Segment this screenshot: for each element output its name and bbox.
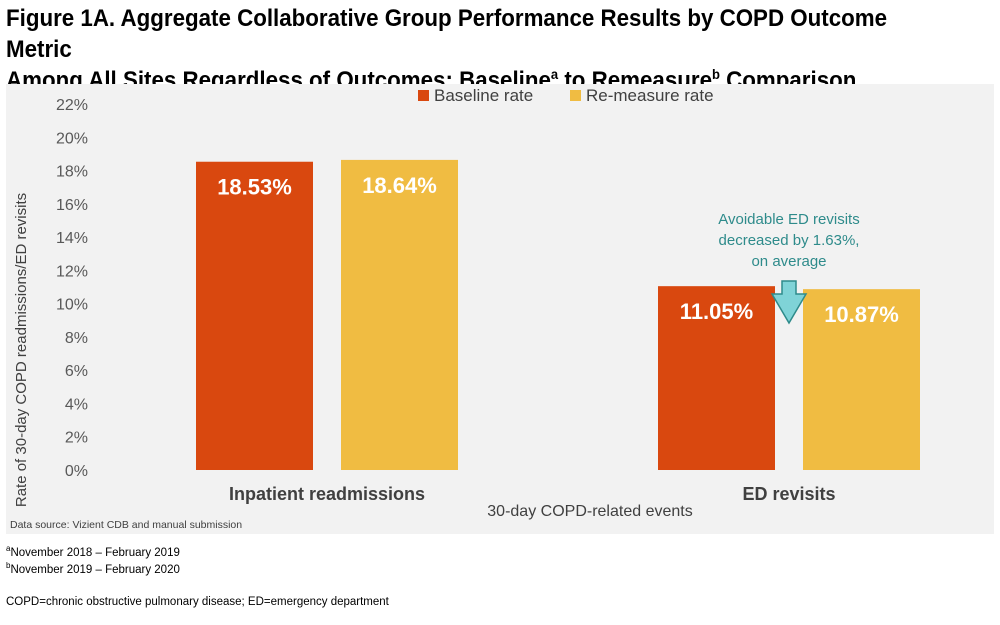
title-superscript-a: a [550,66,559,82]
figure-title: Figure 1A. Aggregate Collaborative Group… [6,3,927,96]
y-tick-label: 10% [56,297,88,314]
annotation-line: on average [751,253,826,270]
y-tick-label: 6% [65,363,88,380]
bar-remeasure-0 [341,159,458,470]
footnote-b-marker: b [6,561,11,570]
bar-baseline-1 [658,286,775,470]
y-tick-label: 2% [65,430,88,447]
data-label: 10.87% [824,302,899,327]
figure-title-line1: Figure 1A. Aggregate Collaborative Group… [6,5,888,63]
legend-label: Baseline rate [434,86,533,105]
legend-label: Re-measure rate [586,86,714,105]
y-tick-label: 12% [56,263,88,280]
footnote-a-marker: a [6,544,11,553]
y-tick-label: 0% [65,463,88,480]
data-label: 18.53% [217,175,292,200]
chart-panel: 0% 2% 4% 6% 8% 10% 12% 14% 16% 18% 20% 22% 18.53% 18… [6,84,994,534]
legend-swatch [570,90,581,101]
bar-remeasure-1 [803,289,920,470]
y-tick-label: 22% [56,97,88,114]
y-tick-label: 4% [65,396,88,413]
data-label: 11.05% [680,299,753,324]
bars [196,159,920,470]
down-arrow-icon [770,280,808,325]
y-tick-label: 16% [56,197,88,214]
legend-swatch [418,90,429,101]
data-label: 18.64% [362,173,437,198]
data-labels: 18.53% 18.64% 11.05% 10.87% [217,173,899,327]
data-source-note: Data source: Vizient CDB and manual subm… [10,519,242,531]
y-axis-title: Rate of 30-day COPD readmissions/ED revi… [13,193,30,507]
footnote-b: bNovember 2019 – February 2020 [6,561,180,576]
y-axis-ticks: 0% 2% 4% 6% 8% 10% 12% 14% 16% 18% 20% 22% [56,97,88,480]
y-tick-label: 18% [56,164,88,181]
title-superscript-b: b [712,66,720,82]
annotation-line: Avoidable ED revisits [718,211,859,228]
annotation: Avoidable ED revisits decreased by 1.63%,… [718,211,860,325]
footnote-abbreviations: COPD=chronic obstructive pulmonary disea… [6,596,389,608]
legend: Baseline rate Re-measure rate [418,86,714,105]
annotation-line: decreased by 1.63%, [719,232,860,249]
y-tick-label: 8% [65,330,88,347]
category-label: Inpatient readmissions [229,484,425,504]
x-axis-title: 30-day COPD-related events [487,503,692,520]
bar-baseline-0 [196,161,313,470]
bar-chart: 0%2%4%6%8%10%12%14%16%18%20%22% 18.53% 18… [10,86,920,531]
y-tick-label: 14% [56,230,88,247]
category-label: ED revisits [742,484,835,504]
footnote-a: aNovember 2018 – February 2019 [6,544,180,559]
y-tick-label: 20% [56,130,88,147]
category-labels: Inpatient readmissions ED revisits [229,484,836,504]
